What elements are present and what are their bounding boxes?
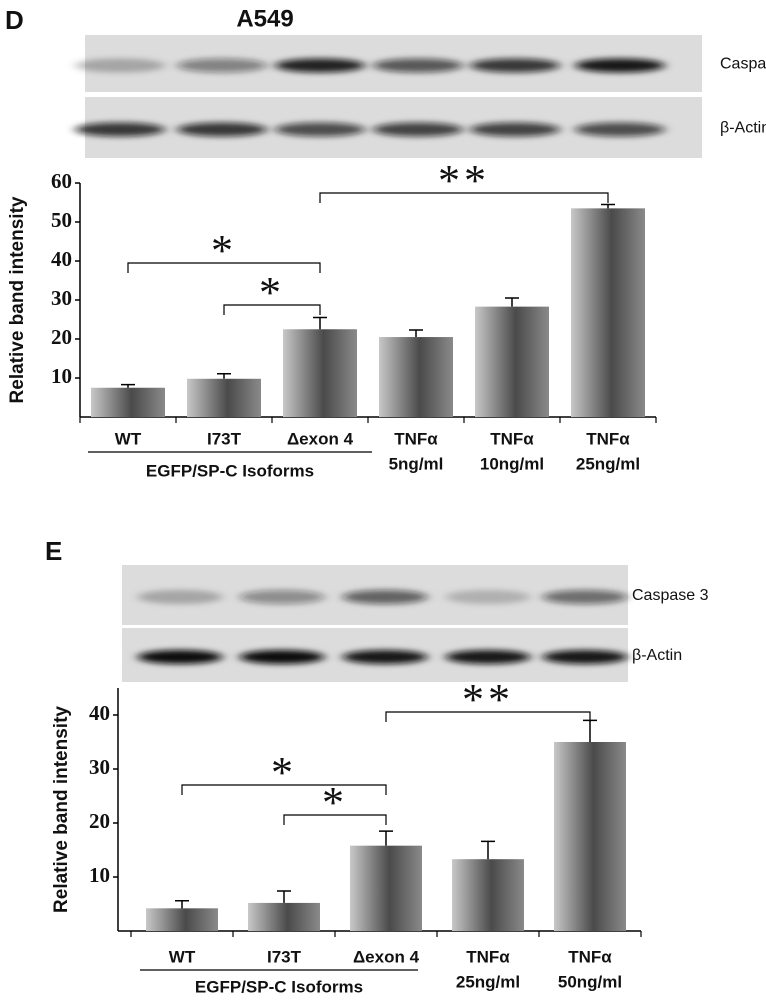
blot-band xyxy=(542,590,628,604)
error-bar xyxy=(121,383,135,388)
significance-bracket xyxy=(319,192,609,203)
significance-bracket xyxy=(127,262,321,273)
error-bar xyxy=(175,900,189,909)
blot-band xyxy=(177,122,267,137)
y-tick-label: 20 xyxy=(89,809,110,833)
blot-band xyxy=(445,590,531,604)
blot-band xyxy=(75,122,165,137)
blot-band xyxy=(373,58,463,73)
blot-band xyxy=(575,122,665,137)
x-tick-label: Δexon 4 xyxy=(287,429,354,448)
y-tick-label: 20 xyxy=(51,325,72,349)
x-tick-label: I73T xyxy=(207,429,242,448)
y-tick-label: 30 xyxy=(89,755,110,779)
y-tick-label: 10 xyxy=(89,863,110,887)
y-tick-label: 40 xyxy=(89,701,110,725)
significance-bracket xyxy=(181,784,387,795)
bar xyxy=(475,306,549,417)
y-tick-label: 50 xyxy=(51,208,72,232)
x-tick-label: TNFα xyxy=(394,429,438,448)
blot-label: β-Actin xyxy=(632,647,682,664)
blot-band xyxy=(542,650,628,664)
blot-band xyxy=(342,650,428,664)
bar xyxy=(571,208,645,417)
y-tick-label: 60 xyxy=(51,169,72,193)
x-tick-label: TNFα xyxy=(568,947,612,966)
blot-band xyxy=(275,58,365,73)
blot-band xyxy=(342,590,428,604)
y-tick-label: 10 xyxy=(51,364,72,388)
bar xyxy=(554,742,626,931)
x-tick-label: Δexon 4 xyxy=(353,947,420,966)
blot-band xyxy=(239,590,325,604)
x-tick-label: 50ng/ml xyxy=(558,972,622,991)
blot-band xyxy=(373,122,463,137)
error-bar xyxy=(481,840,495,860)
blot-band xyxy=(275,122,365,137)
significance-bracket xyxy=(223,304,321,315)
error-bar xyxy=(601,203,615,209)
error-bar xyxy=(217,372,231,379)
x-tick-label: 25ng/ml xyxy=(456,972,520,991)
error-bar xyxy=(277,890,291,903)
x-tick-label: WT xyxy=(115,429,142,448)
blot-label: β-Actin xyxy=(720,120,766,137)
x-tick-label: 25ng/ml xyxy=(576,454,640,473)
panel-label: D xyxy=(5,5,24,35)
x-tick-label: TNFα xyxy=(586,429,630,448)
bar xyxy=(187,378,261,417)
bar xyxy=(350,845,422,931)
bar xyxy=(379,337,453,417)
bar xyxy=(248,902,320,931)
error-bar xyxy=(583,719,597,742)
blot-label: Caspase 3 xyxy=(720,56,766,73)
significance-label: * xyxy=(322,778,348,827)
panel-label: E xyxy=(45,536,62,566)
blot-label: Caspase 3 xyxy=(632,587,709,604)
blot-band xyxy=(75,58,165,73)
significance-bracket xyxy=(385,711,591,722)
blot-band xyxy=(575,58,665,73)
x-tick-label: TNFα xyxy=(490,429,534,448)
blot-band xyxy=(137,590,223,604)
significance-label: ** xyxy=(462,675,514,724)
y-tick-label: 30 xyxy=(51,286,72,310)
y-axis-label: Relative band intensity xyxy=(51,706,72,913)
error-bar xyxy=(505,297,519,307)
x-tick-label: 5ng/ml xyxy=(389,454,444,473)
x-tick-label: 10ng/ml xyxy=(480,454,544,473)
blot-band xyxy=(445,650,531,664)
x-tick-label: TNFα xyxy=(466,947,510,966)
bar xyxy=(283,329,357,417)
x-tick-label: WT xyxy=(169,947,196,966)
blot-band xyxy=(177,58,267,73)
x-tick-label: I73T xyxy=(267,947,302,966)
error-bar xyxy=(409,329,423,338)
group-label: EGFP/SP-C Isoforms xyxy=(146,461,314,480)
blot-band xyxy=(239,650,325,664)
y-tick-label: 40 xyxy=(51,247,72,271)
significance-label: ** xyxy=(438,156,490,205)
group-label: EGFP/SP-C Isoforms xyxy=(195,977,363,995)
bar xyxy=(91,387,165,417)
significance-bracket xyxy=(283,814,387,825)
bar xyxy=(146,908,218,931)
bar xyxy=(452,859,524,931)
blot-band xyxy=(137,650,223,664)
y-axis-label: Relative band intensity xyxy=(7,196,28,403)
significance-label: * xyxy=(259,268,285,317)
blot-band xyxy=(470,58,560,73)
error-bar xyxy=(379,830,393,846)
significance-label: * xyxy=(211,226,237,275)
significance-label: * xyxy=(271,748,297,797)
error-bar xyxy=(313,316,327,330)
chart-title: A549 xyxy=(236,5,293,32)
blot-band xyxy=(470,122,560,137)
